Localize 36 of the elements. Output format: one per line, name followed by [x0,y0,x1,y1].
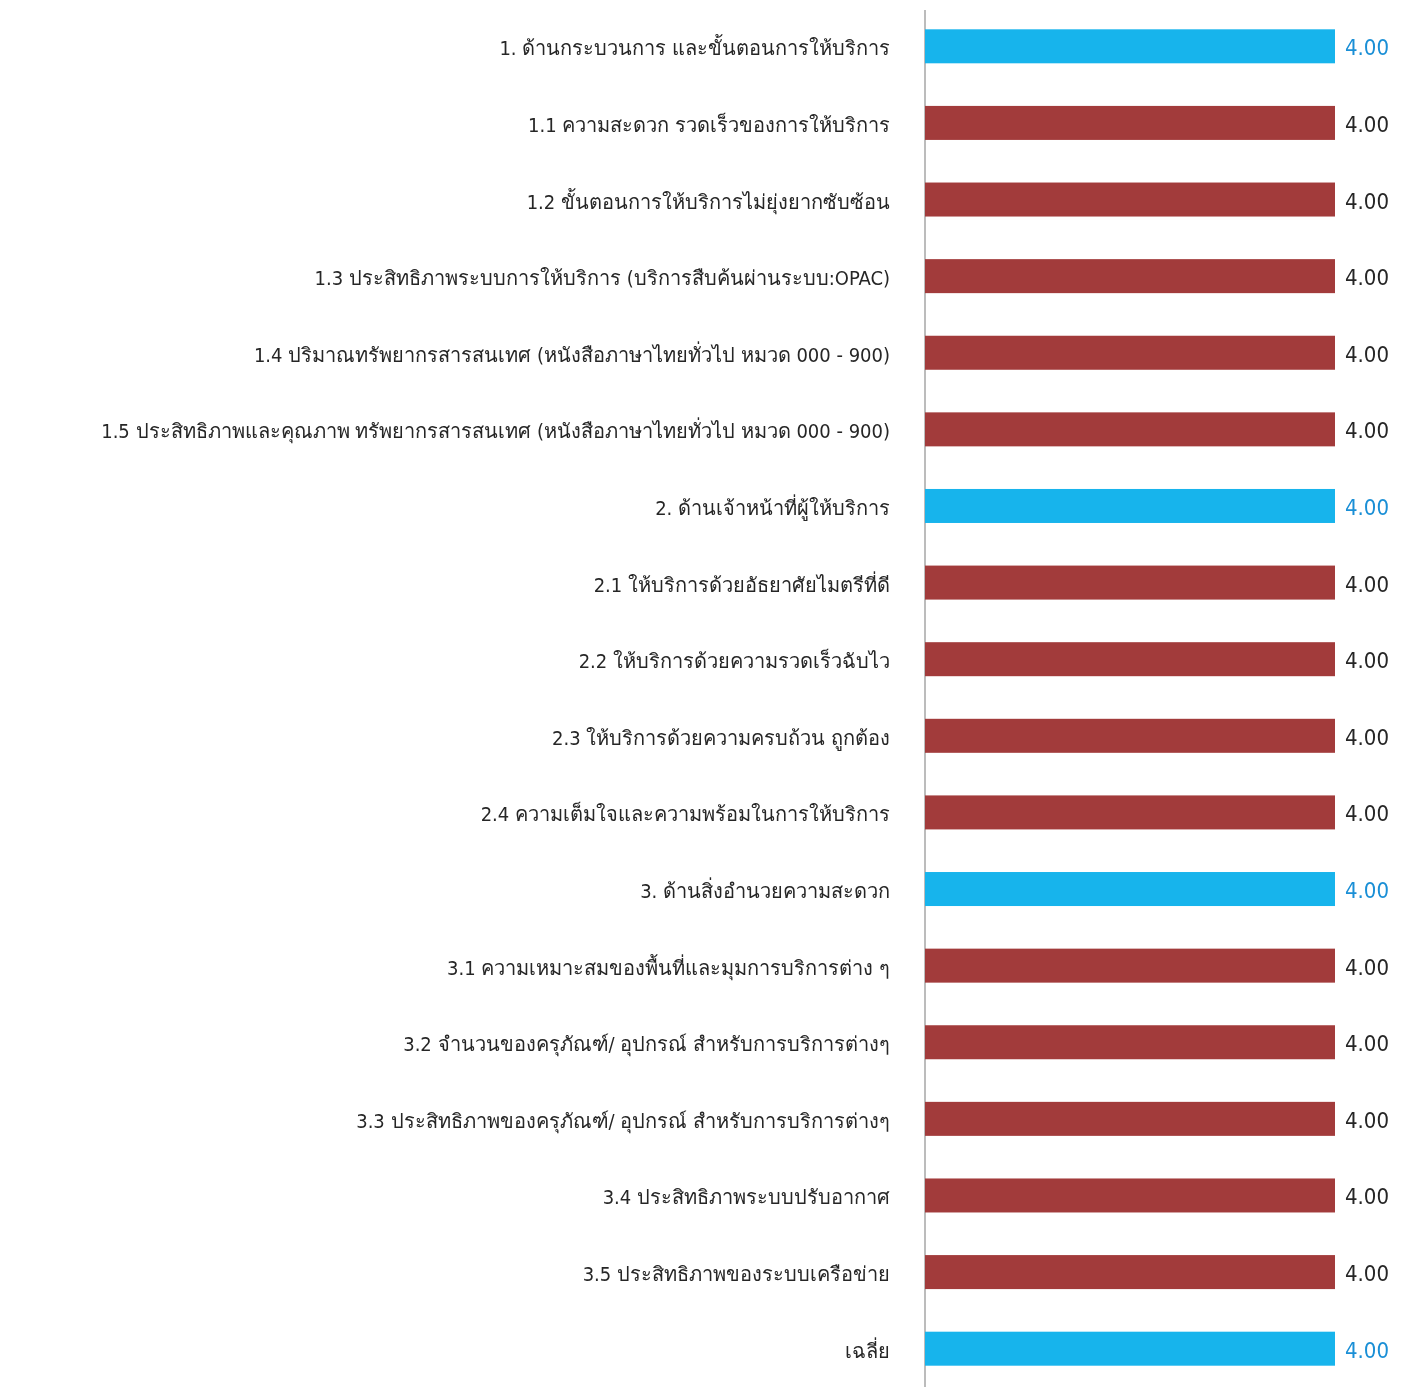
data-label: 4.00 [1345,648,1390,674]
data-label: 4.00 [1345,878,1390,904]
y-tick-label: 2.4 ความเต็มใจและความพร้อมในการให้บริการ [480,801,890,827]
y-tick-label: 3.2 จำนวนของครุภัณฑ์/ อุปกรณ์ สำหรับการบริการต่างๆ [403,1032,890,1058]
y-tick-label: 2.2 ให้บริการด้วยความรวดเร็วฉับไว [578,648,890,674]
y-tick-label: 2.3 ให้บริการด้วยความครบถ้วน ถูกต้อง [551,725,890,751]
data-label: 4.00 [1345,494,1390,520]
y-tick-label: เฉลี่ย [845,1336,890,1363]
y-tick-label: 3.1 ความเหมาะสมของพื้นที่และมุมการบริการต่าง ๆ [446,953,890,981]
y-tick-label: 1.3 ประสิทธิภาพระบบการให้บริการ (บริการสืบค้นผ่านระบบ:OPAC) [314,266,890,291]
data-label: 4.00 [1345,188,1390,214]
y-tick-label: 2. ด้านเจ้าหน้าที่ผู้ให้บริการ [655,493,890,521]
y-tick-label: 1.5 ประสิทธิภาพและคุณภาพ ทรัพยากรสารสนเทศ (หนังสือภาษาไทยทั่วไป หมวด 000 - 900) [101,417,890,445]
data-label: 4.00 [1345,1261,1390,1287]
data-label: 4.00 [1345,1337,1390,1363]
data-label: 4.00 [1345,35,1390,61]
y-tick-label: 1.4 ปริมาณทรัพยากรสารสนเทศ (หนังสือภาษาไทยทั่วไป หมวด 000 - 900) [253,340,890,367]
data-label: 4.00 [1345,571,1390,597]
data-label: 4.00 [1345,1031,1390,1057]
y-tick-label: 2.1 ให้บริการด้วยอัธยาศัยไมตรีที่ดี [593,570,890,597]
data-label: 4.00 [1345,724,1390,750]
data-label: 4.00 [1345,1107,1390,1133]
y-tick-label: 1.2 ขั้นตอนการให้บริการไม่ยุ่งยากซับซ้อน [526,187,890,215]
y-tick-label: 3.4 ประสิทธิภาพระบบปรับอากาศ [602,1185,890,1210]
y-tick-label: 3.5 ประสิทธิภาพของระบบเครือข่าย [582,1262,890,1287]
data-label: 4.00 [1345,801,1390,827]
y-tick-label: 1.1 ความสะดวก รวดเร็วของการให้บริการ [527,111,890,137]
y-tick-label: 3. ด้านสิ่งอำนวยความสะดวก [640,877,890,904]
y-tick-label: 3.3 ประสิทธิภาพของครุภัณฑ์/ อุปกรณ์ สำหรับการบริการต่างๆ [356,1108,890,1134]
data-label: 4.00 [1345,954,1390,980]
data-label: 4.00 [1345,111,1390,137]
data-label: 4.00 [1345,1184,1390,1210]
data-label: 4.00 [1345,265,1390,291]
data-label: 4.00 [1345,341,1390,367]
data-label: 4.00 [1345,418,1390,444]
y-tick-label: 1. ด้านกระบวนการ และขั้นตอนการให้บริการ [499,34,890,61]
